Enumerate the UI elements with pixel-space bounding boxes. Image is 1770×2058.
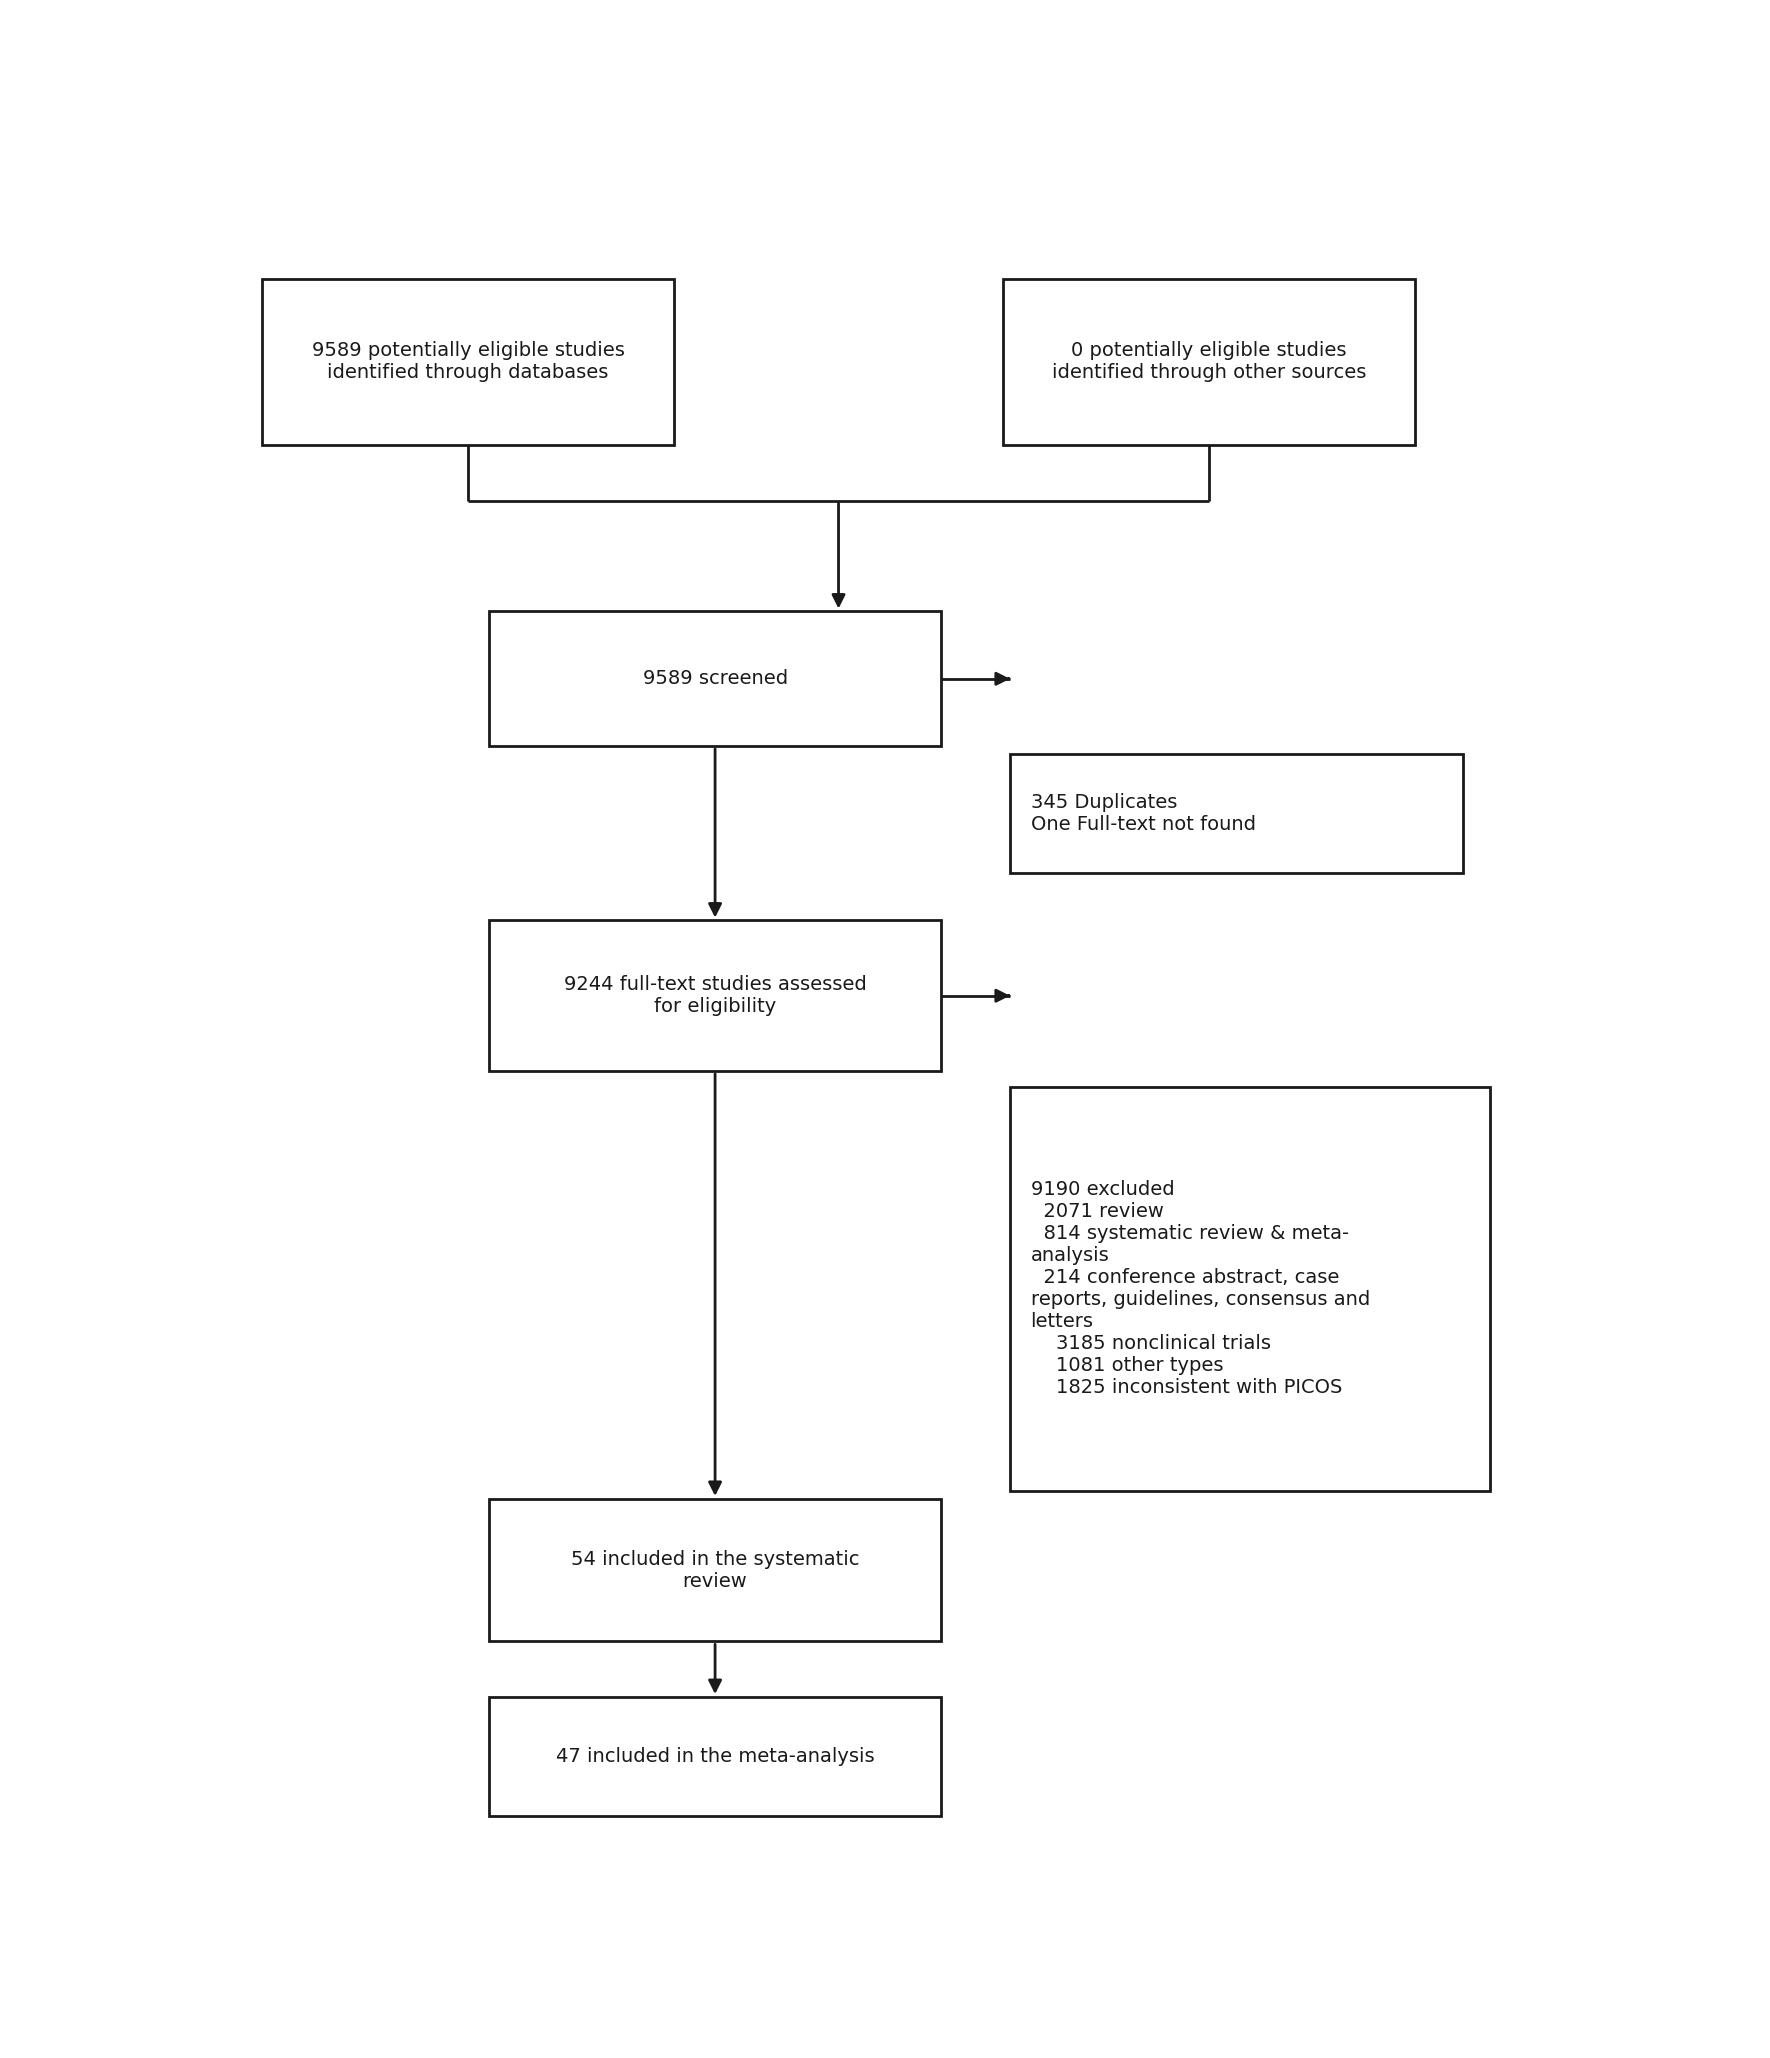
- Text: 9190 excluded
  2071 review
  814 systematic review & meta-
analysis
  214 confe: 9190 excluded 2071 review 814 systematic…: [1030, 1181, 1370, 1397]
- Text: 47 included in the meta-analysis: 47 included in the meta-analysis: [556, 1747, 874, 1766]
- FancyBboxPatch shape: [1004, 278, 1414, 445]
- Text: 54 included in the systematic
review: 54 included in the systematic review: [572, 1550, 858, 1591]
- FancyBboxPatch shape: [1011, 753, 1462, 873]
- FancyBboxPatch shape: [489, 611, 942, 747]
- FancyBboxPatch shape: [1011, 1087, 1490, 1490]
- FancyBboxPatch shape: [489, 1498, 942, 1642]
- Text: 9589 screened: 9589 screened: [643, 669, 788, 687]
- Text: 9244 full-text studies assessed
for eligibility: 9244 full-text studies assessed for elig…: [563, 975, 867, 1017]
- Text: 9589 potentially eligible studies
identified through databases: 9589 potentially eligible studies identi…: [312, 342, 625, 383]
- FancyBboxPatch shape: [262, 278, 674, 445]
- Text: 345 Duplicates
One Full-text not found: 345 Duplicates One Full-text not found: [1030, 792, 1255, 833]
- FancyBboxPatch shape: [489, 920, 942, 1070]
- Text: 0 potentially eligible studies
identified through other sources: 0 potentially eligible studies identifie…: [1051, 342, 1366, 383]
- FancyBboxPatch shape: [489, 1698, 942, 1815]
